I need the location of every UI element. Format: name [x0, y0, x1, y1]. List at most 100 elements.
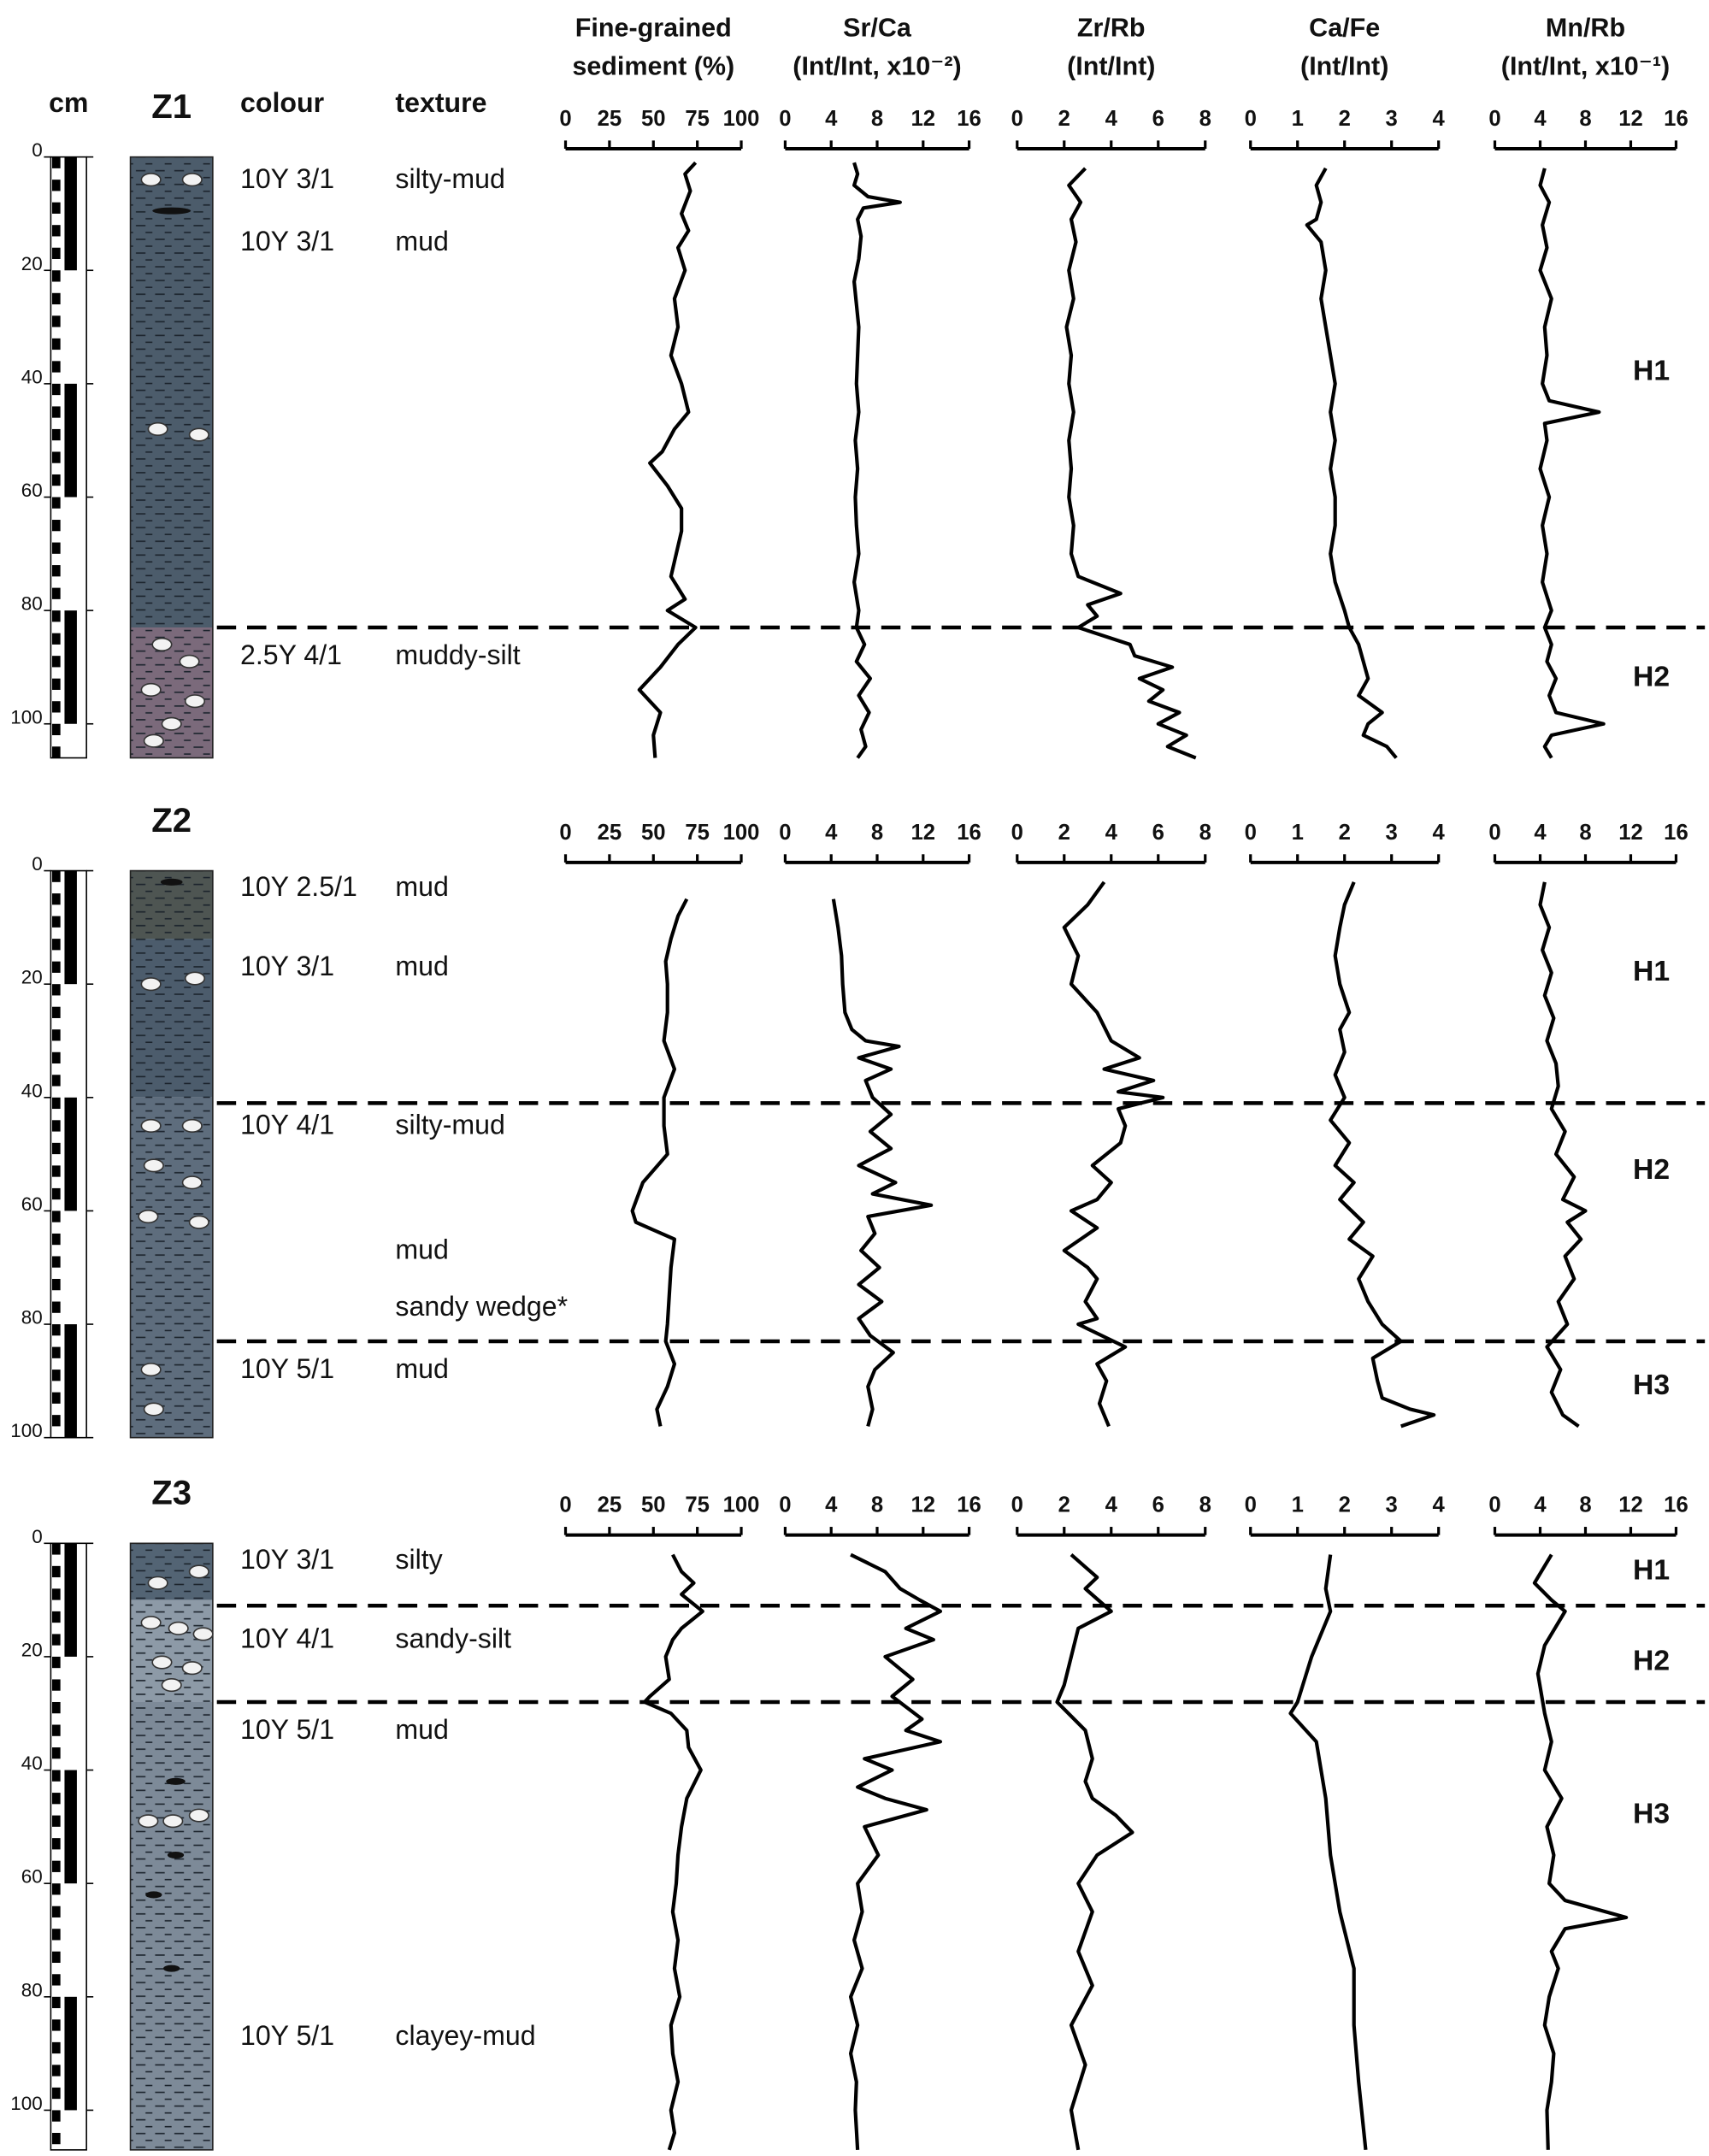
shell [140, 1118, 162, 1133]
core-name: Z1 [151, 87, 192, 126]
depth-label: 0 [32, 1526, 43, 1547]
x-tick-label: 8 [1199, 1493, 1211, 1517]
scale-check [52, 610, 61, 622]
colour-header: colour [240, 87, 325, 118]
x-tick-label: 8 [1199, 107, 1211, 131]
shell [151, 1655, 173, 1670]
x-tick-label: 16 [1664, 1493, 1688, 1517]
scale-check [52, 1929, 61, 1941]
shell [188, 1808, 209, 1823]
panel-title: Sr/Ca [843, 13, 912, 42]
x-tick-label: 2 [1058, 821, 1070, 845]
scale-check [52, 1097, 61, 1110]
x-tick-label: 0 [1488, 107, 1500, 131]
scale-check [52, 1324, 61, 1336]
scale-check [52, 1301, 61, 1313]
x-tick-label: 8 [1579, 107, 1591, 131]
x-tick-label: 4 [1105, 821, 1118, 845]
x-tick-label: 6 [1152, 107, 1164, 131]
scale-check [52, 2019, 61, 2031]
scale-block [64, 1770, 77, 1884]
shell [162, 1814, 184, 1829]
unit-texture: mud [395, 226, 448, 256]
x-tick-label: 0 [779, 821, 791, 845]
scale-check [52, 1701, 61, 1714]
proxy-line [630, 898, 689, 1427]
x-tick-label: 1 [1292, 1493, 1304, 1517]
shell [188, 1215, 209, 1229]
x-tick-label: 4 [1534, 1493, 1547, 1517]
scale-check [52, 2041, 61, 2054]
x-tick-label: 4 [825, 107, 838, 131]
x-tick-label: 0 [779, 1493, 791, 1517]
scale-check [52, 1770, 61, 1782]
x-tick-label: 1 [1292, 821, 1304, 845]
panel-title: (Int/Int, x10⁻¹) [1501, 51, 1670, 80]
zone-label: H2 [1633, 1153, 1670, 1186]
scale-check [52, 2087, 61, 2100]
unit-texture: mud [395, 951, 448, 981]
scale-check [52, 1211, 61, 1222]
unit-texture: silty-mud [395, 1110, 504, 1140]
x-tick-label: 4 [1433, 107, 1446, 131]
shell [138, 1814, 159, 1829]
x-tick-label: 0 [1245, 107, 1257, 131]
scale-check [52, 1120, 61, 1132]
scale-block [64, 156, 77, 271]
scale-check [52, 1543, 61, 1555]
shell [181, 173, 203, 187]
shell [184, 694, 206, 709]
scale-check [52, 1006, 61, 1018]
depth-label: 80 [21, 1979, 43, 2000]
scale-check [52, 1883, 61, 1895]
scale-check [52, 361, 61, 373]
scale-check [52, 656, 61, 668]
x-tick-label: 75 [685, 107, 710, 131]
scale-check [52, 1029, 61, 1041]
x-tick-label: 3 [1386, 1493, 1398, 1517]
scale-block [64, 383, 77, 498]
scale-check [52, 1142, 61, 1155]
x-tick-label: 12 [910, 107, 935, 131]
x-tick-label: 8 [871, 1493, 883, 1517]
x-tick-label: 0 [1011, 1493, 1023, 1517]
scale-check [52, 1838, 61, 1850]
shell [179, 654, 200, 669]
unit-texture: clayey-mud [395, 2020, 535, 2051]
lens [167, 1852, 185, 1859]
panel-title: Ca/Fe [1309, 13, 1380, 42]
scale-check [52, 587, 61, 599]
x-tick-label: 50 [641, 821, 666, 845]
x-tick-label: 8 [871, 821, 883, 845]
scale-block [64, 610, 77, 724]
core-name: Z2 [151, 801, 192, 839]
scale-check [52, 1611, 61, 1623]
shell [138, 1210, 159, 1224]
panel-title: sediment (%) [572, 51, 734, 80]
shell [147, 1576, 168, 1590]
depth-label: 60 [21, 480, 43, 501]
scale-check [52, 2065, 61, 2076]
shell [161, 716, 182, 731]
zone-label: H1 [1633, 355, 1670, 387]
scale-check [52, 1256, 61, 1268]
x-tick-label: 4 [1105, 107, 1118, 131]
depth-label: 40 [21, 1752, 43, 1774]
x-tick-label: 2 [1058, 107, 1070, 131]
panel-title: Mn/Rb [1546, 13, 1625, 42]
x-tick-label: 0 [1245, 821, 1257, 845]
x-tick-label: 8 [1579, 821, 1591, 845]
scale-check [52, 1679, 61, 1691]
proxy-line [848, 1552, 943, 2150]
proxy-line [1538, 168, 1606, 759]
scale-check [52, 1392, 61, 1404]
x-tick-label: 0 [559, 1493, 571, 1517]
x-tick-label: 4 [1105, 1493, 1118, 1517]
proxy-line [1062, 881, 1165, 1428]
scale-check [52, 474, 61, 486]
scale-check [52, 1075, 61, 1087]
unit-texture: sandy-silt [395, 1623, 511, 1654]
scale-check [52, 520, 61, 532]
unit-colour: 10Y 3/1 [240, 1544, 334, 1575]
unit-colour: 10Y 4/1 [240, 1623, 334, 1654]
